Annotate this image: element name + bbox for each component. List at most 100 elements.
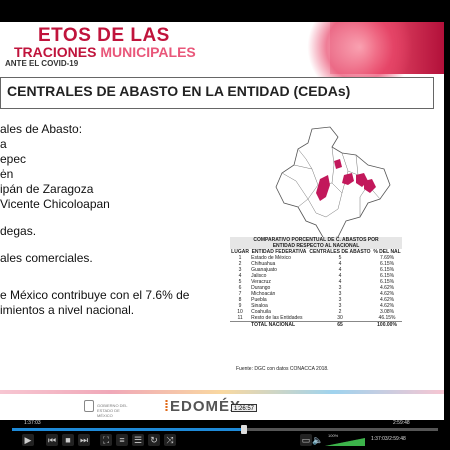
cell-percent: 4.62% [379,285,395,291]
cell-percent: 4.62% [379,291,395,297]
seek-bar[interactable]: 1:26:57 [12,404,438,434]
table-caption-line2: ENTIDAD RESPECTO AL NACIONAL [272,243,360,249]
col-header-lugar: LUGAR [231,249,249,255]
government-seal-icon [84,400,94,412]
table-source: Fuente: DGC con datos CONACCA 2018. [236,366,329,372]
cell-centrales: 3 [338,291,342,297]
playlist-icon[interactable]: ☰ [132,434,144,446]
table-row: 9 Sinaloa 3 4.62% [230,303,402,309]
banner-subtitle: ANTE EL COVID-19 [5,59,79,68]
cell-entidad: Sinaloa [251,303,268,309]
table-caption-line1: COMPARATIVO PORCENTUAL DE C. ABASTOS POR [253,237,379,243]
cell-percent: 6.15% [379,261,395,267]
banner-title-line1: ETOS DE LAS [38,25,170,46]
cell-entidad: Guanajuato [251,267,277,273]
edomex-logo: ⁞EDOMÉX [164,398,241,415]
time-total: 2:59:48 [393,420,410,426]
speaker-icon[interactable]: 🔈 [312,435,324,445]
volume-level [325,438,365,446]
total-label: TOTAL NACIONAL [250,321,308,328]
cell-percent: 6.15% [379,267,395,273]
cell-lugar: 4 [238,273,242,279]
government-logo: GOBIERNO DEL ESTADO DE MÉXICO [84,400,130,418]
table-header-row: LUGAR ENTIDAD FEDERATIVA CENTRALES DE AB… [230,249,402,255]
col-header-entidad: ENTIDAD FEDERATIVA [251,249,307,255]
cell-lugar: 11 [237,315,243,321]
cell-centrales: 3 [338,285,342,291]
seek-handle[interactable] [241,425,247,434]
cell-lugar: 9 [238,303,242,309]
loop-icon[interactable]: ↻ [148,434,160,446]
col-header-percent: % DEL NAL [373,249,401,255]
cell-lugar: 3 [238,267,242,273]
cell-centrales: 4 [338,273,342,279]
table-row: 2 Chihuahua 4 6.15% [230,261,402,267]
cell-percent: 3.08% [379,309,395,315]
cell-centrales: 4 [338,267,342,273]
bullet-line: ėn [0,167,14,181]
player-controls: 1:37:03 2:59:48 1:26:57 ▶ ⏮ ■ ⏭ ⛶ ≡ ☰ ↻ … [0,404,450,450]
slide-banner: ETOS DE LAS TRACIONES MUNICIPALES ANTE E… [0,22,444,92]
table-body: 1 Estado de México 5 7.69% 2 Chihuahua 4 6.15% 3… [230,255,402,322]
fullscreen-icon[interactable]: ⛶ [100,434,112,446]
cell-lugar: 8 [238,297,242,303]
total-count: 65 [307,321,373,328]
volume-label: 100% [328,433,339,438]
cell-percent: 46.15% [378,315,396,321]
table-row: 5 Veracruz 4 6.15% [230,279,402,285]
table-row: 8 Puebla 3 4.62% [230,297,402,303]
cell-percent: 6.15% [379,273,395,279]
cell-entidad: Resto de las Entidades [251,315,303,321]
slide-title-box: CENTRALES DE ABASTO EN LA ENTIDAD (CEDAs… [0,77,434,109]
table-row: 6 Durango 3 4.62% [230,285,402,291]
table-caption-row: COMPARATIVO PORCENTUAL DE C. ABASTOS POR… [230,237,402,249]
cell-entidad: Estado de México [251,255,291,261]
shuffle-icon[interactable]: ⤨ [164,434,176,446]
cell-entidad: Veracruz [251,279,271,285]
stop-icon[interactable]: ■ [62,434,74,446]
cell-entidad: Durango [251,285,271,291]
next-icon[interactable]: ⏭ [78,434,90,446]
cell-entidad: Michoacán [251,291,276,297]
map-region-highlight-north [334,159,342,169]
cell-centrales: 5 [338,255,342,261]
cell-lugar: 10 [237,309,243,315]
slide-title: CENTRALES DE ABASTO EN LA ENTIDAD (CEDAs… [7,83,351,99]
bullet-line: ales de Abasto: [0,122,83,136]
time-elapsed: 1:37:03 [24,420,41,426]
frame-icon[interactable]: ▭ [300,434,312,446]
map-region-highlight-chicoloapan [364,179,376,193]
total-spacer [230,321,251,328]
cell-entidad: Jalisco [251,273,267,279]
cell-centrales: 2 [338,309,342,315]
edomex-logo-part-a: ED [170,398,193,415]
bullet-line: epec [0,152,27,166]
bullet-bodegas: degas. [0,224,37,238]
cedas-comparison-table: COMPARATIVO PORCENTUAL DE C. ABASTOS POR… [230,237,402,328]
play-icon[interactable]: ▶ [22,434,34,446]
table-row: 4 Jalisco 4 6.15% [230,273,402,279]
state-map [275,126,391,240]
volume-slider[interactable] [325,438,365,446]
cell-percent: 6.15% [379,279,395,285]
seek-progress [12,428,243,431]
footer-color-strip [0,390,444,394]
table-row: 11 Resto de las Entidades 30 46.15% [230,315,402,322]
cell-lugar: 5 [238,279,242,285]
cell-entidad: Puebla [251,297,267,303]
cell-lugar: 7 [238,291,242,297]
total-percent: 100.00% [372,321,402,328]
bullet-line: a [0,137,7,151]
cell-lugar: 1 [238,255,242,261]
cell-lugar: 6 [238,285,242,291]
table-total-row: TOTAL NACIONAL 65 100.00% [230,321,402,328]
table-row: 7 Michoacán 3 4.62% [230,291,402,297]
previous-icon[interactable]: ⏮ [46,434,58,446]
cell-centrales: 30 [337,315,343,321]
edomex-logo-part-b: O [192,398,206,415]
seek-tooltip: 1:26:57 [231,404,258,412]
table-row: 1 Estado de México 5 7.69% [230,255,402,261]
map-region-highlight-ecatepec [342,173,354,185]
banner-title-line2: TRACIONES MUNICIPALES [14,44,196,60]
extended-settings-icon[interactable]: ≡ [116,434,128,446]
